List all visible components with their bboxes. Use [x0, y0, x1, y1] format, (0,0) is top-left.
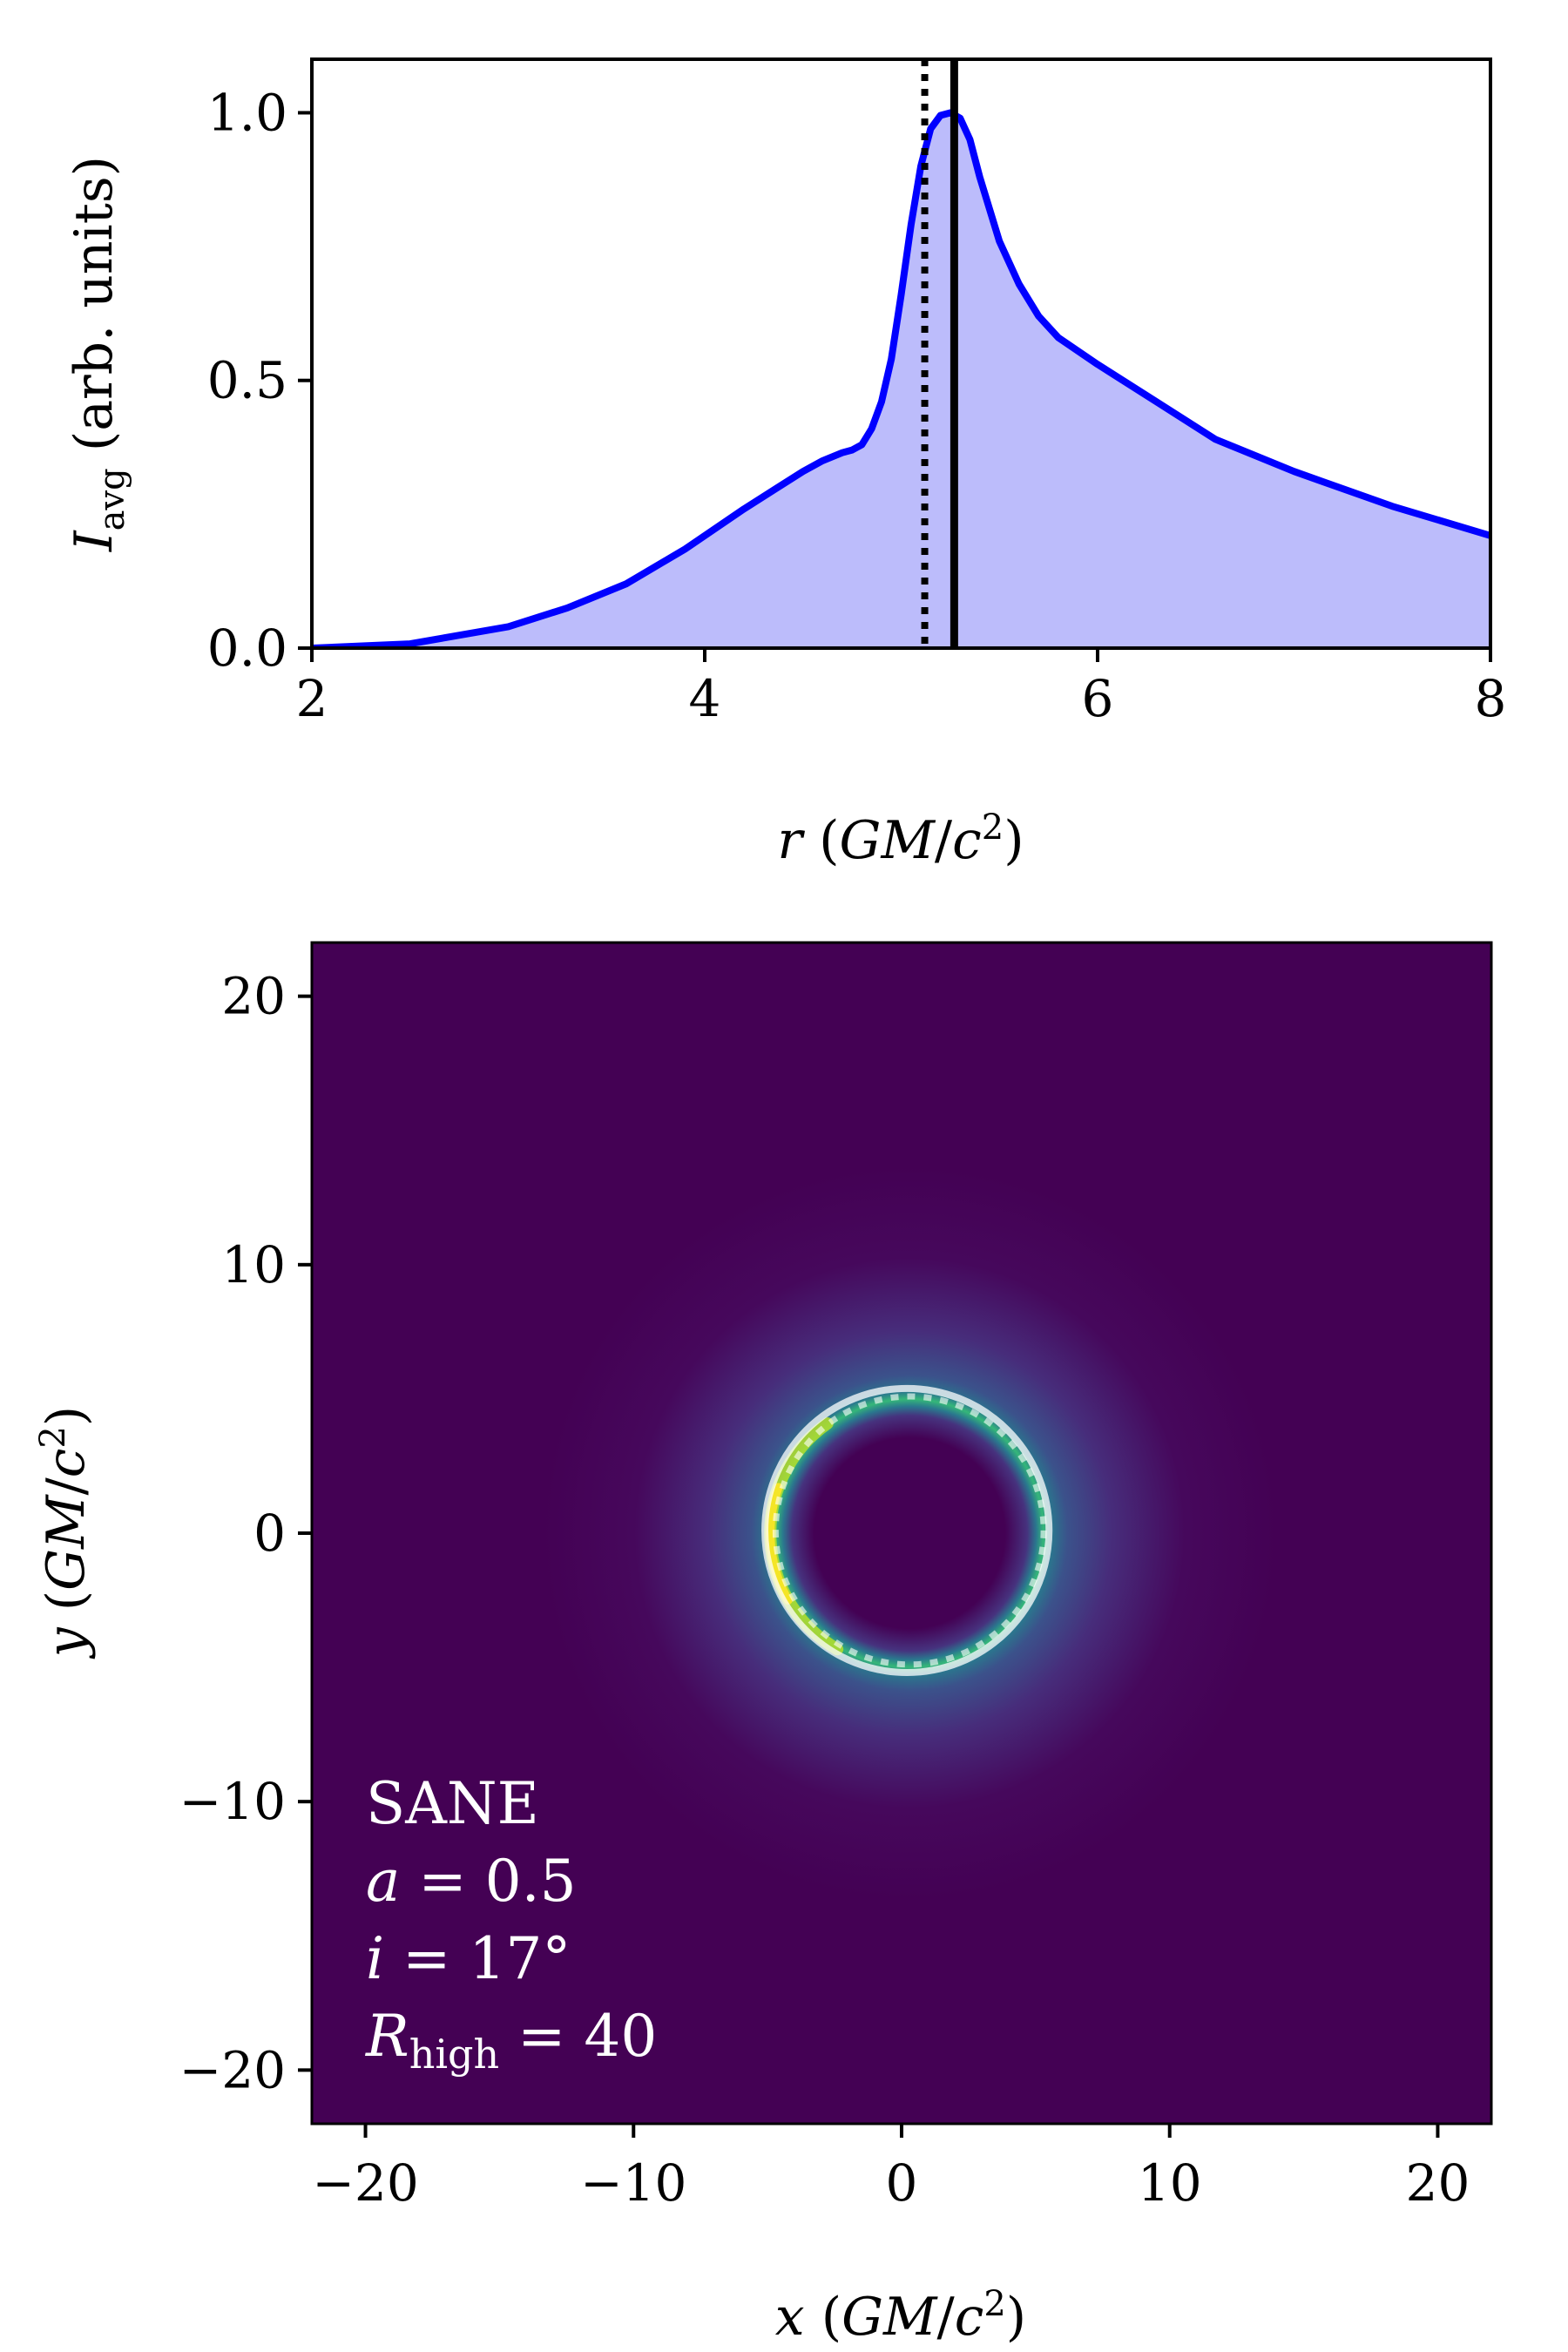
- x-tick-label: 8: [1475, 669, 1507, 728]
- x-tick-label: −20: [312, 2153, 418, 2213]
- x-tick-label: 4: [689, 669, 721, 728]
- profile-y-axis-label: Iavg (arb. units): [64, 156, 132, 552]
- profile-panel: 2 4 6 8 0.0 0.5 1.0 r (GM/c2) Iavg (arb. units…: [64, 57, 1507, 871]
- annotation-line: SANE: [366, 1770, 539, 1837]
- svg-text:x (GM/c2): x (GM/c2): [775, 2284, 1026, 2348]
- y-tick-label: 0.5: [207, 351, 287, 410]
- svg-text:r (GM/c2): r (GM/c2): [777, 808, 1024, 871]
- x-tick-label: 2: [296, 669, 328, 728]
- reference-ring-dotted-circle: [772, 1393, 1047, 1668]
- y-tick-label: 10: [221, 1235, 286, 1294]
- x-tick-label: 10: [1138, 2153, 1202, 2213]
- x-tick-label: 20: [1406, 2153, 1470, 2213]
- x-tick-label: 6: [1082, 669, 1114, 728]
- bright-arc-core: [766, 1483, 793, 1605]
- profile-fill-area: [312, 112, 1490, 648]
- y-tick-label: 0: [253, 1504, 286, 1563]
- annotation-spin: a = 0.5: [366, 1848, 577, 1915]
- fitted-ring-circle: [761, 1384, 1053, 1677]
- y-tick-label: −10: [179, 1772, 286, 1831]
- image-panel: SANE a = 0.5 i = 17° Rhigh = 40 −20 −10 0 1…: [33, 941, 1493, 2348]
- profile-line: [312, 109, 1490, 648]
- y-tick-label: −20: [179, 2040, 286, 2099]
- annotation-inclination: i = 17°: [366, 1925, 571, 1992]
- profile-axes-frame: [310, 57, 1492, 650]
- image-x-axis-label: x (GM/c2): [775, 2284, 1026, 2348]
- annotation-rhigh: Rhigh = 40: [365, 2003, 657, 2078]
- x-tick-label: 0: [886, 2153, 918, 2213]
- y-tick-label: 0.0: [207, 618, 287, 678]
- svg-text:Iavg (arb. units): Iavg (arb. units): [64, 156, 132, 552]
- profile-x-axis-label: r (GM/c2): [777, 808, 1024, 871]
- y-tick-label: 1.0: [207, 83, 287, 142]
- x-tick-label: −10: [580, 2153, 686, 2213]
- image-y-axis-label: y (GM/c2): [33, 1406, 97, 1659]
- emission-ring: [542, 1166, 1277, 1901]
- model-annotation: SANE a = 0.5 i = 17° Rhigh = 40: [365, 1770, 657, 2078]
- svg-text:y (GM/c2): y (GM/c2): [33, 1406, 97, 1659]
- y-tick-label: 20: [221, 967, 286, 1026]
